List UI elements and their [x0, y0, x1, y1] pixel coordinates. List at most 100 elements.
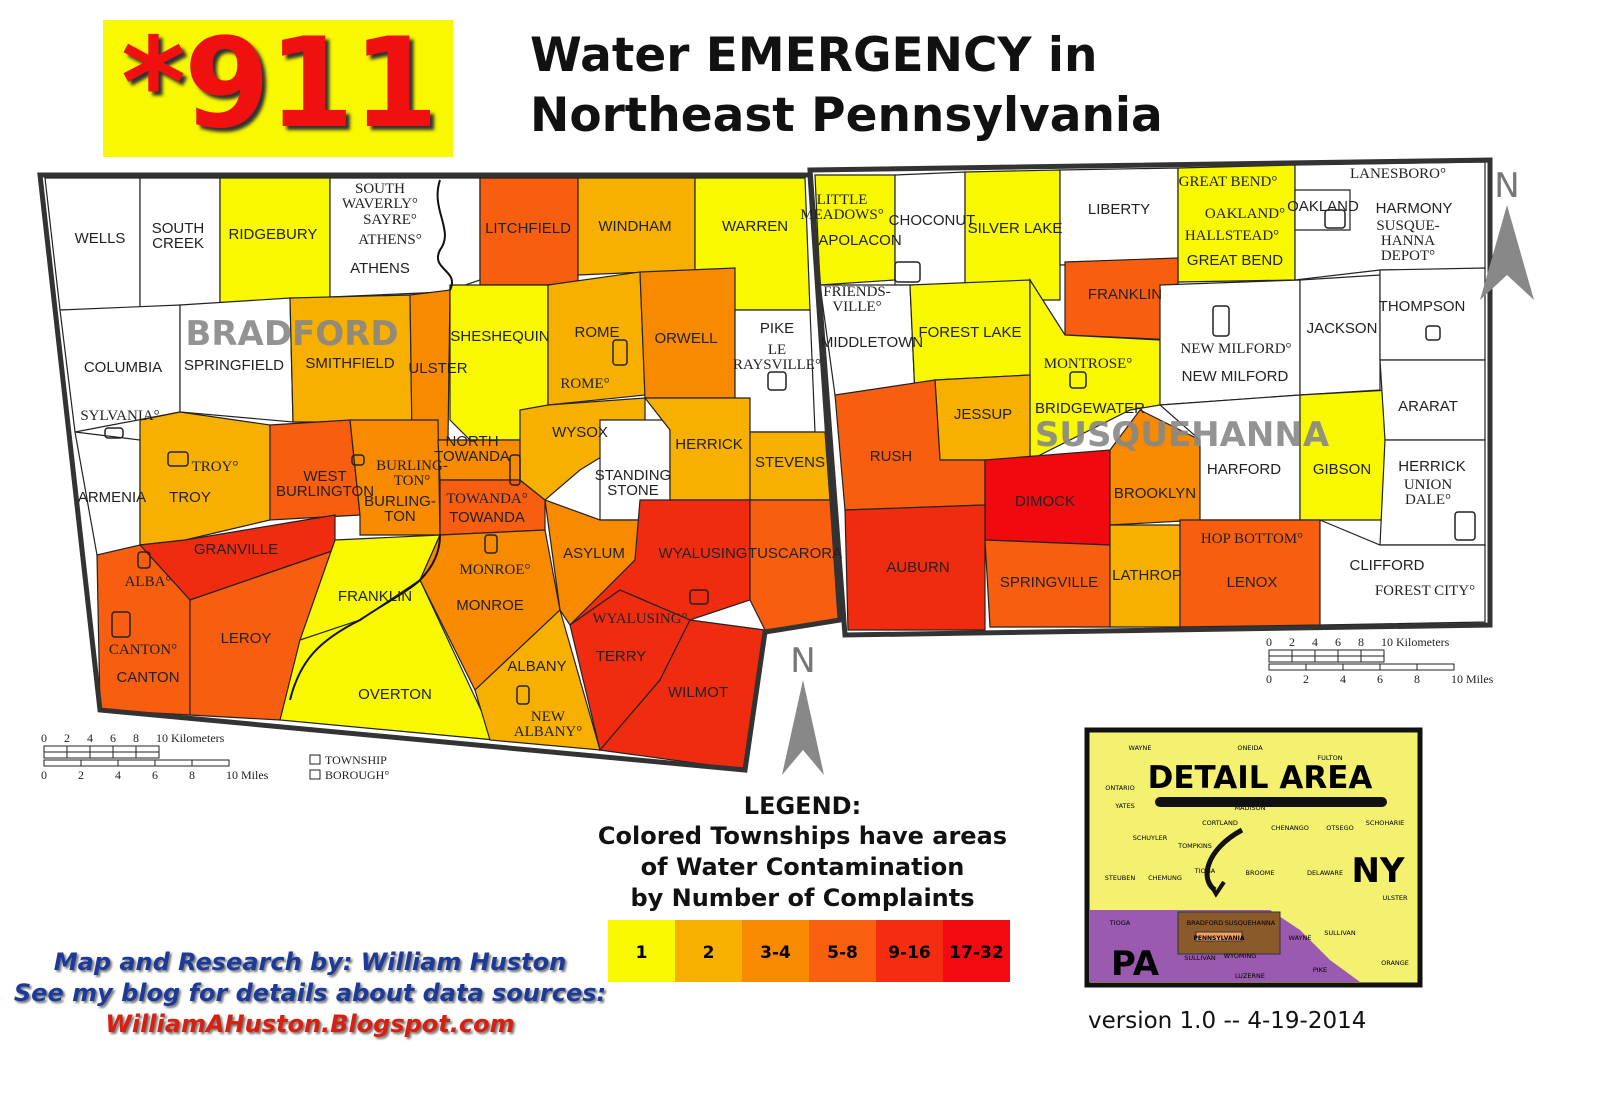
township-label: LEROY [221, 630, 272, 647]
township-label: WEST BURLINGTON [276, 468, 374, 500]
scale-mile-tick: 0 [41, 768, 47, 782]
borough-label: CANTON° [109, 642, 177, 658]
borough-outline [689, 589, 709, 605]
township-label: OVERTON [358, 686, 432, 703]
borough-outline [351, 454, 365, 466]
township-label: WYSOX [552, 424, 608, 441]
borough-label: SOUTH WAVERLY° [342, 181, 418, 212]
inset-county-label: BROOME [1246, 869, 1275, 877]
township-label: LIBERTY [1088, 201, 1150, 218]
township-label: BROOKLYN [1114, 485, 1196, 502]
township-label: LENOX [1227, 574, 1278, 591]
township-label: TERRY [596, 648, 647, 665]
inset-county-label: WYOMING [1224, 952, 1257, 960]
river [289, 534, 441, 701]
township-label: WILMOT [668, 684, 728, 701]
legend-bin [742, 920, 809, 982]
legend-bin [608, 920, 675, 982]
township-label: CANTON [116, 669, 179, 686]
township-susquehanna-oakland[interactable] [1294, 189, 1351, 231]
scale-km-tick: 4 [87, 731, 93, 745]
township-bradford-troy[interactable] [139, 411, 271, 546]
township-label: TROY [169, 489, 211, 506]
township-label: HERRICK [675, 436, 743, 453]
township-label: ARMENIA [78, 489, 146, 506]
river [436, 179, 453, 291]
borough-outline [509, 454, 521, 486]
inset-county-label: OTSEGO [1326, 824, 1353, 832]
township-label: APOLACON [818, 232, 901, 249]
inset-county-label: FULTON [1317, 754, 1342, 762]
legend-line2: of Water Contamination [640, 853, 965, 881]
township-bradford-towanda[interactable] [439, 479, 546, 536]
township-label: ATHENS [350, 260, 410, 277]
township-label: SPRINGFIELD [184, 357, 284, 374]
township-bradford-wilmot[interactable] [598, 619, 766, 771]
scale-km-tick: 2 [1289, 635, 1295, 649]
legend-color-bar: 1 2 3-4 5-8 9-16 17-32 [608, 920, 1010, 982]
township-bradford-burling--ton[interactable] [349, 419, 441, 536]
borough-label: GREAT BEND° [1179, 174, 1278, 190]
township-label: ALBANY [507, 658, 566, 675]
badge-text: *911 [121, 12, 439, 156]
borough-outline [1069, 371, 1087, 389]
borough-label: HALLSTEAD° [1185, 228, 1279, 244]
township-label: MONROE [456, 597, 524, 614]
emergency-badge: *911 [103, 12, 453, 157]
borough-outline [1212, 305, 1230, 337]
borough-outline [1454, 511, 1476, 541]
township-label: THOMPSON [1379, 298, 1466, 315]
svg-text:PENNSYLVANIA: PENNSYLVANIA [1194, 935, 1245, 942]
borough-outline [516, 685, 530, 705]
township-label: ASYLUM [563, 545, 625, 562]
township-label: ORWELL [654, 330, 717, 347]
township-label: NORTH TOWANDA [434, 433, 510, 465]
township-susquehanna-gibson[interactable] [1299, 389, 1391, 521]
borough-label: MONROE° [459, 562, 530, 578]
township-symbol-icon [309, 754, 321, 765]
scale-km-tick: 8 [133, 731, 139, 745]
township-label: RIDGEBURY [229, 226, 318, 243]
township-susquehanna-auburn[interactable] [844, 504, 986, 631]
township-label: HERRICK [1398, 458, 1466, 475]
borough-outline [1425, 325, 1441, 341]
township-label: FOREST LAKE [918, 324, 1021, 341]
township-label: GIBSON [1313, 461, 1371, 478]
inset-county-label: STEUBEN [1105, 874, 1136, 882]
legend-line1: Colored Townships have areas [597, 822, 1008, 850]
township-label: SOUTH CREEK [152, 220, 205, 252]
scale-mile-tick: 8 [189, 768, 195, 782]
scale-km-tick: 6 [110, 731, 116, 745]
township-susquehanna-clifford[interactable] [1319, 519, 1486, 626]
inset-locator-map: PENNSYLVANIA WAYNE ONEIDA FULTON ONTARIO YAT… [1084, 727, 1423, 988]
scale-mile-tick: 4 [115, 768, 121, 782]
township-bradford-tuscarora[interactable] [749, 499, 841, 631]
borough-label: NEW MILFORD° [1180, 341, 1291, 357]
scale-mile-tick: 4 [1340, 672, 1346, 686]
township-label: LATHROP [1112, 567, 1182, 584]
scale-mile-tick: 2 [78, 768, 84, 782]
inset-county-label: ORANGE [1381, 959, 1409, 967]
borough-outline [104, 427, 124, 439]
scale-mile-tick: 2 [1303, 672, 1309, 686]
township-label: PIKE [760, 320, 794, 337]
township-label: ARARAT [1398, 398, 1458, 415]
legend-bin-label: 17-32 [949, 943, 1003, 963]
borough-outline [767, 371, 787, 391]
borough-key: BOROUGH° [325, 768, 389, 782]
township-label: FRANKLIN [338, 588, 412, 605]
township-label: WYALUSING [659, 545, 748, 562]
scale-mile-tick: 10 Miles [1451, 672, 1494, 686]
borough-label: ALBA° [125, 574, 172, 590]
scale-bar-bradford: 0 2 4 6 8 10 Kilometers 0 2 4 6 8 10 Miles [41, 731, 269, 782]
scale-km-tick: 4 [1312, 635, 1318, 649]
township-susquehanna-silver-lake[interactable] [964, 169, 1061, 301]
borough-label: BURLING-TON° [376, 458, 448, 489]
scale-bar-susquehanna: 0 2 4 6 8 10 Kilometers 0 2 4 6 8 10 Miles [1266, 635, 1494, 686]
scale-mile-tick: 8 [1414, 672, 1420, 686]
county-label-bradford: BRADFORD [185, 314, 398, 354]
borough-label: SUSQUE-HANNA DEPOT° [1376, 218, 1439, 264]
township-label: BRIDGEWATER [1035, 400, 1145, 417]
borough-label: TOWANDA° [446, 491, 528, 507]
blog-link[interactable]: WilliamAHuston.Blogspot.com [105, 1010, 515, 1038]
